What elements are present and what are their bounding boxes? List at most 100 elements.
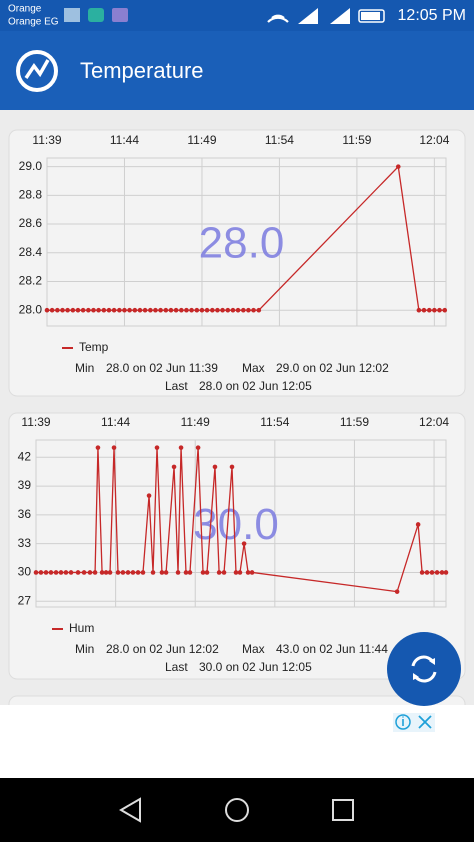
data-point [437,307,442,313]
data-point [394,589,400,594]
data-point [178,445,184,450]
data-point [53,570,59,575]
y-tick-label: 36 [18,507,32,521]
data-point [204,570,210,575]
data-point [122,307,127,313]
stat-value: 43.0 on 02 Jun 11:44 [276,642,388,656]
data-point [195,445,201,450]
data-point [115,570,121,575]
data-point [65,307,70,313]
data-point [158,307,163,313]
recents-button[interactable] [332,799,354,821]
data-point [443,570,449,575]
stat-label: Min [75,361,94,375]
data-point [153,307,158,313]
data-point [92,570,98,575]
refresh-button[interactable] [387,632,461,706]
y-tick-label: 28.0 [19,302,43,316]
home-button[interactable] [225,798,249,822]
data-point [63,570,69,575]
data-point [120,570,126,575]
stat-label: Max [242,642,265,656]
back-button[interactable] [119,797,141,823]
wifi-icon [267,14,289,23]
charts: 11:39 11:44 11:49 11:54 11:59 12:04 28.0 28.2 28… [18,133,450,674]
x-tick-label: 11:39 [21,415,50,429]
data-point [246,307,251,313]
current-value: 30.0 [193,500,279,549]
x-tick-label: 12:04 [419,133,449,147]
y-tick-label: 28.8 [19,188,43,202]
data-point [43,570,49,575]
data-point [111,307,117,313]
chart-card [8,412,466,680]
data-point [251,307,256,313]
data-point [130,570,136,575]
data-point [154,445,160,450]
data-point [80,307,86,313]
ad-close-icon[interactable] [418,715,432,729]
data-point [245,570,251,575]
carrier: Orange [8,4,42,15]
y-tick-label: 27 [18,593,32,607]
x-tick-label: 11:54 [265,133,294,147]
y-tick-label: 29.0 [19,159,43,173]
ad-info-icon[interactable] [395,714,411,730]
data-point [421,307,427,313]
data-point [142,307,148,313]
data-point [168,307,174,313]
app-bar [0,31,474,110]
data-point [424,570,430,575]
clock: 12:05 PM [398,7,466,24]
data-point [44,307,50,313]
data-point [432,307,437,313]
data-point [107,570,113,575]
data-point [200,570,206,575]
data-point [171,464,177,470]
data-point [426,307,432,313]
data-point [95,445,101,450]
data-point [215,307,220,313]
y-tick-label: 33 [18,536,32,550]
y-tick-label: 39 [18,478,32,492]
data-point [163,570,169,575]
chart: 11:39 11:44 11:49 11:54 11:59 12:04 27 30 33 36 39… [18,415,450,674]
data-point [237,570,243,575]
data-point [429,570,435,575]
ad-choices[interactable] [393,713,435,732]
data-point [179,307,184,313]
x-tick-label: 11:59 [342,133,371,147]
data-point [70,307,76,313]
data-point [137,307,143,313]
data-point [183,570,189,575]
y-tick-label: 30 [18,565,32,579]
chart: 11:39 11:44 11:49 11:54 11:59 12:04 28.0 28.2 28… [19,133,450,393]
navigation-bar [0,778,474,842]
data-point [204,307,210,313]
signal-icon [298,8,318,24]
battery-level [361,12,380,20]
data-point [221,570,227,575]
legend-label: Hum [69,621,94,635]
app-title: Temperature [80,58,204,83]
x-tick-label: 11:49 [181,415,210,429]
data-point [99,570,105,575]
x-tick-label: 11:39 [32,133,61,147]
data-point [132,307,138,313]
data-point [81,570,87,575]
data-point [233,570,239,575]
stat-label: Last [165,379,188,393]
data-point [55,307,60,313]
data-point [117,307,122,313]
notification-icon [64,8,80,22]
data-point [249,570,255,575]
x-tick-label: 11:44 [101,415,130,429]
data-point [175,570,181,575]
refresh-icon [413,658,435,680]
current-value: 28.0 [199,219,285,268]
data-point [173,307,179,313]
data-point [96,307,101,313]
chart-card [8,129,466,397]
stat-value: 28.0 on 02 Jun 12:02 [106,642,219,656]
